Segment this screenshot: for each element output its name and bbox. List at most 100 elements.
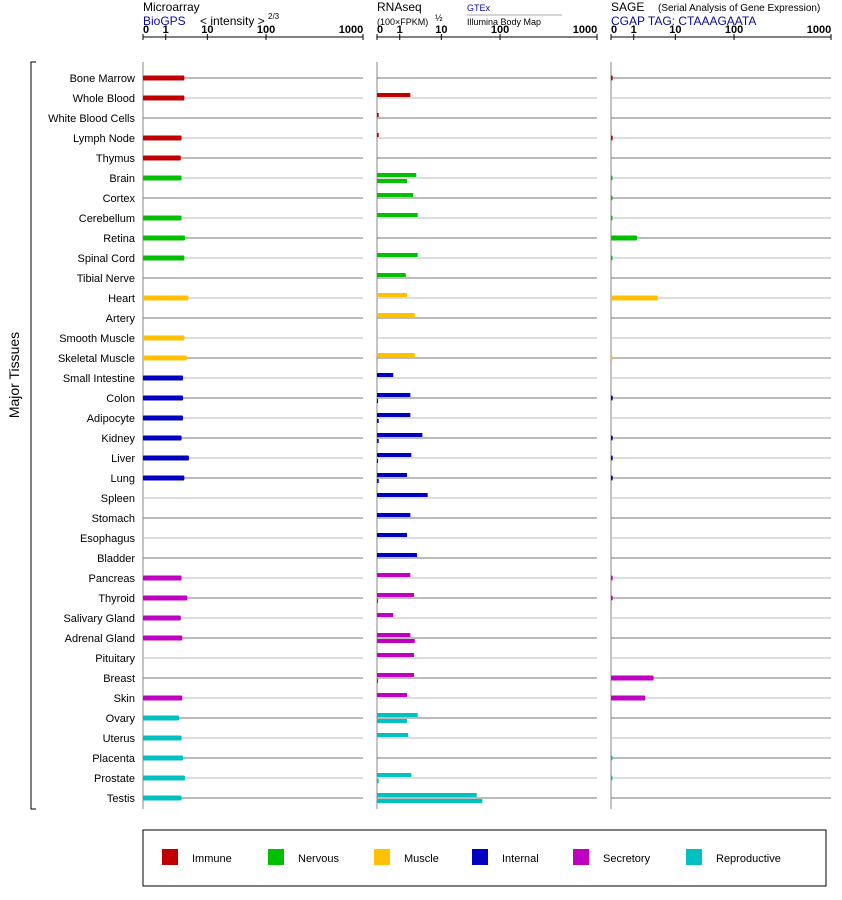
tissue-label: Pancreas xyxy=(89,573,136,585)
fpkm-label: (100×FPKM) xyxy=(377,17,428,27)
bar-microarray xyxy=(143,435,182,441)
legend-label: Reproductive xyxy=(716,853,781,865)
legend-swatch xyxy=(573,849,589,865)
tissue-label: Placenta xyxy=(92,753,136,765)
x-tick-label: 1 xyxy=(163,24,169,36)
tissue-label: Tibial Nerve xyxy=(77,273,135,285)
bar-microarray xyxy=(143,755,183,761)
bar-sage xyxy=(611,595,613,601)
tissue-labels: Bone Marrow Whole Blood White Blood Cells L… xyxy=(48,73,136,805)
bar-microarray xyxy=(143,615,181,621)
legend-swatch xyxy=(686,849,702,865)
bar-sage xyxy=(611,775,613,781)
bar-microarray xyxy=(143,215,182,221)
tissue-label: Artery xyxy=(106,313,136,325)
tissue-label: Thymus xyxy=(96,153,136,165)
bar-microarray xyxy=(143,295,189,301)
bar-rnaseq-illumina xyxy=(377,779,379,783)
bar-sage xyxy=(611,235,638,241)
bar-rnaseq-gtex xyxy=(377,513,411,517)
bar-sage xyxy=(611,295,658,301)
bar-sage xyxy=(611,175,613,181)
tissue-label: Retina xyxy=(103,233,136,245)
tissue-label: Heart xyxy=(108,293,135,305)
bar-sage xyxy=(611,695,646,701)
bar-rnaseq-gtex xyxy=(377,733,409,737)
legend-swatch xyxy=(374,849,390,865)
bar-rnaseq-gtex xyxy=(377,653,414,657)
illumina-label: Illumina Body Map xyxy=(467,17,541,27)
tissue-label: Adrenal Gland xyxy=(65,633,135,645)
tissue-label: White Blood Cells xyxy=(48,113,135,125)
bar-microarray xyxy=(143,175,182,181)
bar-rnaseq-gtex xyxy=(377,293,408,297)
bar-microarray xyxy=(143,255,185,261)
bar-rnaseq-gtex xyxy=(377,193,414,197)
bar-rnaseq-gtex xyxy=(377,393,411,397)
gtex-label: GTEx xyxy=(467,3,491,13)
tissue-label: Skeletal Muscle xyxy=(58,353,135,365)
bar-rnaseq-gtex xyxy=(377,633,411,637)
legend: Immune Nervous Muscle Internal Secretory Repr… xyxy=(162,849,781,865)
bar-microarray xyxy=(143,415,183,421)
legend-swatch xyxy=(162,849,178,865)
bar-microarray xyxy=(143,235,185,241)
y-group-label: Major Tissues xyxy=(6,332,22,418)
gridlines-layer xyxy=(143,77,831,799)
x-tick-label: 0 xyxy=(377,24,383,36)
tissue-label: Kidney xyxy=(101,433,135,445)
bar-rnaseq-gtex xyxy=(377,373,394,377)
bar-microarray xyxy=(143,735,182,741)
cgap-tag-label: CGAP TAG: CTAAAGAATA xyxy=(611,14,756,28)
bar-microarray xyxy=(143,155,181,161)
tissue-label: Lymph Node xyxy=(73,133,135,145)
bar-sage xyxy=(611,135,613,141)
bar-rnaseq-illumina xyxy=(377,399,379,403)
bar-sage xyxy=(611,575,613,581)
bar-rnaseq-gtex xyxy=(377,173,417,177)
bar-rnaseq-gtex xyxy=(377,673,414,677)
bar-rnaseq-gtex xyxy=(377,313,415,317)
bar-rnaseq-gtex xyxy=(377,413,411,417)
tissue-label: Whole Blood xyxy=(73,93,135,105)
legend-label: Nervous xyxy=(298,853,339,865)
bar-sage xyxy=(611,355,613,361)
bar-microarray xyxy=(143,355,187,361)
x-tick-label: 0 xyxy=(143,24,149,36)
bar-microarray xyxy=(143,475,185,481)
tissue-label: Spleen xyxy=(101,493,135,505)
bar-rnaseq-gtex xyxy=(377,613,394,617)
bar-rnaseq-gtex xyxy=(377,493,428,497)
x-tick-label: 100 xyxy=(491,24,509,36)
bar-rnaseq-gtex xyxy=(377,793,477,797)
bar-rnaseq-illumina xyxy=(377,359,379,363)
tissue-label: Esophagus xyxy=(80,533,136,545)
legend-swatch xyxy=(472,849,488,865)
bar-sage xyxy=(611,435,613,441)
tissue-label: Brain xyxy=(109,173,135,185)
tissue-label: Cortex xyxy=(103,193,136,205)
axes-layer: 0 1 10 100 1000 0 1 10 100 1000 0 1 10 100 1000 xyxy=(142,24,832,809)
bar-rnaseq-gtex xyxy=(377,553,417,557)
bar-rnaseq-illumina xyxy=(377,459,379,463)
tissue-label: Lung xyxy=(111,473,135,485)
tissue-label: Colon xyxy=(106,393,135,405)
bar-rnaseq-illumina xyxy=(377,639,415,643)
bar-microarray xyxy=(143,455,189,461)
biogps-label: BioGPS xyxy=(143,14,186,28)
legend-label: Internal xyxy=(502,853,539,865)
intensity-exponent: 2/3 xyxy=(268,12,280,21)
bar-rnaseq-gtex xyxy=(377,453,412,457)
bar-sage xyxy=(611,75,613,81)
bar-rnaseq-illumina xyxy=(377,419,379,423)
x-tick-label: 1000 xyxy=(807,24,831,36)
tissue-label: Spinal Cord xyxy=(78,253,135,265)
bar-rnaseq-gtex xyxy=(377,773,412,777)
tissue-label: Bladder xyxy=(97,553,135,565)
bar-rnaseq-gtex xyxy=(377,93,411,97)
sage-subtitle: (Serial Analysis of Gene Expression) xyxy=(658,3,820,14)
bar-rnaseq-gtex xyxy=(377,133,379,137)
x-tick-label: 1000 xyxy=(339,24,363,36)
bar-microarray xyxy=(143,95,185,101)
bar-sage xyxy=(611,195,613,201)
